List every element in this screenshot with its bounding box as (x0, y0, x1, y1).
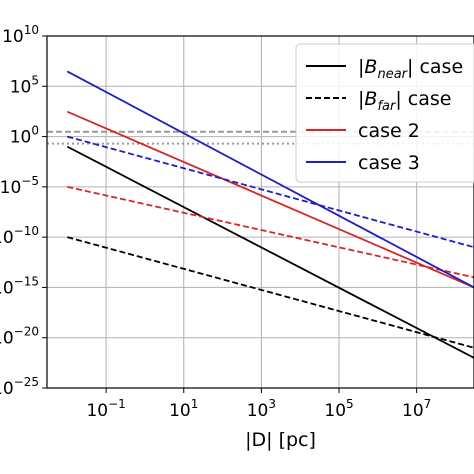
y-tick-label: 10−5 (0, 174, 39, 198)
series-line (66, 70, 474, 289)
series-line (67, 236, 474, 349)
x-tick-label: 10−1 (86, 397, 125, 421)
plot-frame (46, 35, 474, 389)
y-tick-label: 10−20 (0, 325, 39, 349)
y-ticks: 1010 105 100 10−5 10−10 10−15 10−20 10−25 (0, 23, 47, 399)
series-line (66, 145, 474, 359)
legend-entry: case 3 (358, 152, 420, 174)
y-tick-label: 105 (10, 73, 39, 97)
legend-entry: |Bfar| case (358, 88, 451, 114)
legend-box (295, 43, 474, 183)
legend-entry: |Bnear| case (358, 56, 463, 82)
x-axis-label: |D| [pc] (245, 429, 316, 451)
x-tick-label: 103 (247, 397, 276, 421)
x-tick-label: 101 (169, 397, 198, 421)
y-tick-label: 1010 (2, 23, 39, 47)
x-tick-label: 107 (402, 397, 431, 421)
y-tick-label: 10−15 (0, 274, 39, 298)
y-tick-label: 10−25 (0, 375, 39, 399)
legend: |Bnear| case |Bfar| case case 2 case 3 (295, 43, 474, 183)
series-line (66, 110, 474, 289)
y-tick-label: 100 (10, 124, 39, 148)
series-line (67, 185, 474, 279)
series-group (66, 70, 474, 359)
x-ticks: 10−1 101 103 105 107 (86, 388, 431, 421)
y-tick-label: 10−10 (0, 224, 39, 248)
legend-entry: case 2 (358, 120, 420, 142)
x-tick-label: 105 (324, 397, 353, 421)
series-line (67, 135, 474, 249)
